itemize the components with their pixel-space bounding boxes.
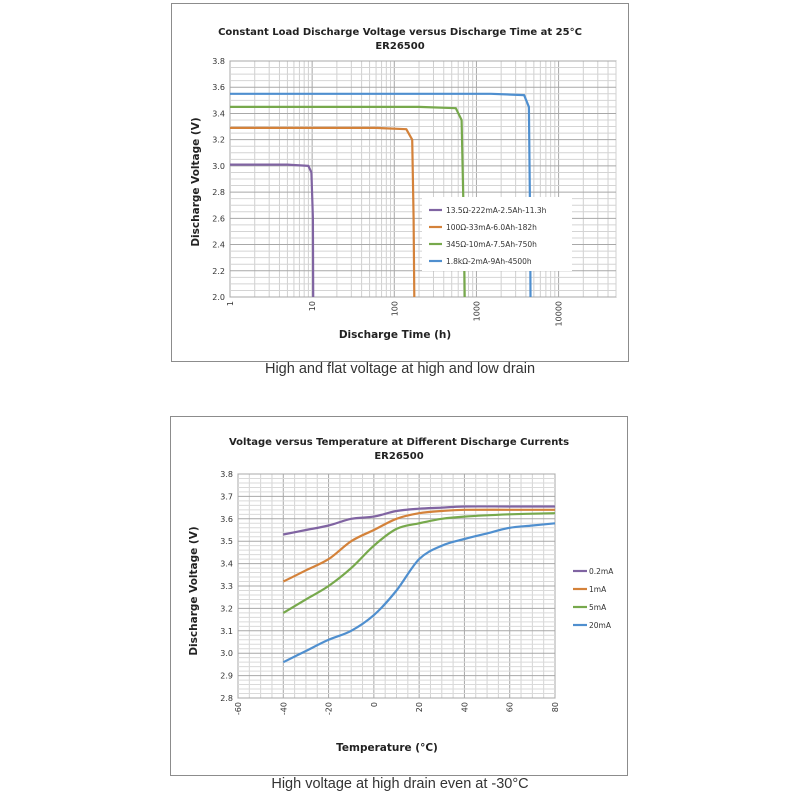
y-tick-label: 3.5 bbox=[220, 537, 233, 546]
x-tick-label: 1000 bbox=[472, 301, 481, 321]
legend: 13.5Ω-222mA-2.5Ah-11.3h 100Ω-33mA-6.0Ah-1… bbox=[422, 197, 572, 271]
chart-title: Voltage versus Temperature at Different … bbox=[229, 437, 569, 448]
tick-labels: 2.0 2.2 2.4 2.6 2.8 3.0 3.2 3.4 3.6 3.8 1 10 100 1000… bbox=[212, 57, 563, 326]
y-tick-label: 2.4 bbox=[212, 241, 225, 250]
series-line bbox=[230, 163, 315, 298]
series-line bbox=[282, 522, 556, 664]
y-axis-title: Discharge Voltage (V) bbox=[188, 526, 200, 655]
x-tick-label: -60 bbox=[234, 702, 243, 715]
y-tick-label: 3.4 bbox=[212, 109, 225, 118]
chart-subtitle: ER26500 bbox=[375, 41, 424, 52]
chart-caption-1: High and flat voltage at high and low dr… bbox=[264, 361, 536, 377]
chart-panel-temperature: Voltage versus Temperature at Different … bbox=[170, 416, 628, 776]
legend-label: 1.8kΩ-2mA-9Ah-4500h bbox=[446, 257, 532, 266]
x-tick-label: 0 bbox=[370, 702, 379, 707]
series-lines bbox=[282, 505, 556, 664]
x-tick-label: 80 bbox=[551, 702, 560, 712]
y-tick-label: 2.8 bbox=[220, 694, 233, 703]
series-line bbox=[282, 508, 555, 583]
y-tick-label: 2.9 bbox=[220, 672, 233, 681]
legend: 0.2mA 1mA 5mA 20mA bbox=[573, 567, 614, 630]
y-tick-label: 2.6 bbox=[212, 214, 225, 223]
chart-caption-2: High voltage at high drain even at -30°C bbox=[271, 776, 529, 792]
tick-labels: 2.8 2.9 3.0 3.1 3.2 3.3 3.4 3.5 3.6 3.7 3.8 -60 -40 -… bbox=[220, 470, 560, 715]
legend-label: 5mA bbox=[589, 603, 607, 612]
series-line bbox=[282, 512, 556, 614]
y-tick-label: 3.8 bbox=[212, 57, 225, 66]
x-tick-label: 20 bbox=[415, 702, 424, 712]
y-tick-label: 3.4 bbox=[220, 560, 233, 569]
temperature-chart: Voltage versus Temperature at Different … bbox=[188, 437, 614, 754]
legend-label: 0.2mA bbox=[589, 567, 614, 576]
y-axis-title: Discharge Voltage (V) bbox=[190, 117, 202, 246]
legend-label: 100Ω-33mA-6.0Ah-182h bbox=[446, 223, 537, 232]
x-tick-label: 10000 bbox=[555, 301, 564, 326]
y-tick-label: 2.8 bbox=[212, 188, 225, 197]
x-tick-label: -40 bbox=[279, 702, 288, 715]
y-tick-label: 3.3 bbox=[220, 582, 233, 591]
chart-title: Constant Load Discharge Voltage versus D… bbox=[218, 27, 582, 38]
y-tick-label: 3.8 bbox=[220, 470, 233, 479]
x-tick-label: 60 bbox=[506, 702, 515, 712]
x-tick-label: -20 bbox=[325, 702, 334, 715]
y-tick-label: 3.0 bbox=[212, 162, 225, 171]
chart-subtitle: ER26500 bbox=[374, 451, 423, 462]
legend-label: 13.5Ω-222mA-2.5Ah-11.3h bbox=[446, 206, 547, 215]
series-line bbox=[230, 126, 416, 298]
plot-grid bbox=[237, 473, 556, 699]
y-tick-label: 3.2 bbox=[220, 604, 233, 613]
y-tick-label: 3.2 bbox=[212, 136, 225, 145]
y-tick-label: 3.6 bbox=[220, 515, 233, 524]
legend-label: 1mA bbox=[589, 585, 607, 594]
x-tick-label: 40 bbox=[460, 702, 469, 712]
legend-label: 20mA bbox=[589, 621, 612, 630]
y-tick-label: 3.7 bbox=[220, 492, 233, 501]
y-tick-label: 3.1 bbox=[220, 627, 233, 636]
series-line bbox=[283, 505, 555, 536]
chart-panel-discharge-time: Constant Load Discharge Voltage versus D… bbox=[171, 3, 629, 362]
x-tick-label: 1 bbox=[226, 301, 235, 306]
y-tick-label: 2.2 bbox=[212, 267, 225, 276]
x-tick-label: 100 bbox=[390, 301, 399, 316]
y-tick-label: 3.6 bbox=[212, 83, 225, 92]
x-axis-title: Discharge Time (h) bbox=[339, 329, 451, 341]
x-axis-title: Temperature (°C) bbox=[336, 742, 438, 754]
y-tick-label: 2.0 bbox=[212, 293, 225, 302]
discharge-time-chart: Constant Load Discharge Voltage versus D… bbox=[190, 27, 617, 341]
y-tick-label: 3.0 bbox=[220, 649, 233, 658]
x-tick-label: 10 bbox=[308, 301, 317, 311]
legend-label: 345Ω-10mA-7.5Ah-750h bbox=[446, 240, 537, 249]
